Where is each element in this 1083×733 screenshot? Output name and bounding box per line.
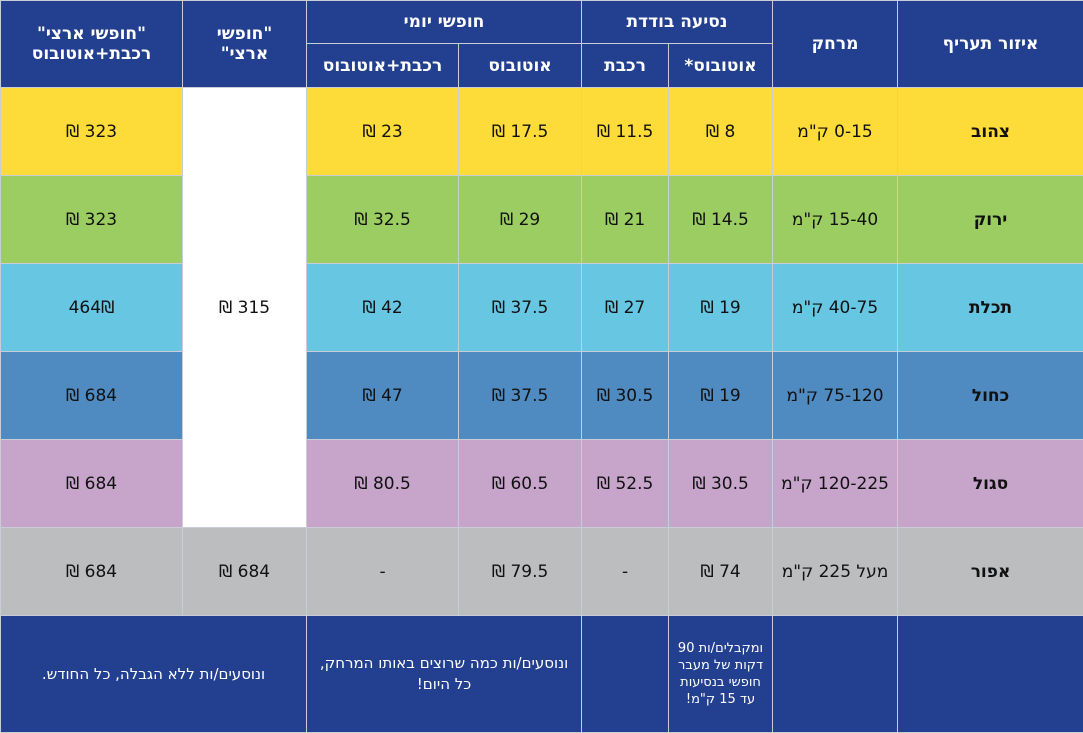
daily-bus-cell: 60.5 ₪ [459,440,582,528]
daily-train-bus-cell: 23 ₪ [307,88,459,176]
national-free-cell: 684 ₪ [183,528,307,616]
distance-cell: 15-40 ק"מ [773,176,898,264]
header-national-free-line1: "חופשי [189,24,300,44]
table-row: כחול 75-120 ק"מ 19 ₪ 30.5 ₪ 37.5 ₪ 47 ₪ … [1,352,1083,440]
zone-cell: צהוב [898,88,1083,176]
table-row: ירוק 15-40 ק"מ 14.5 ₪ 21 ₪ 29 ₪ 32.5 ₪ 3… [1,176,1083,264]
header-zone: איזור תעריף [898,1,1083,88]
daily-train-bus-cell: 42 ₪ [307,264,459,352]
single-train-cell: 21 ₪ [582,176,669,264]
daily-train-bus-cell: 80.5 ₪ [307,440,459,528]
zone-cell: תכלת [898,264,1083,352]
footer-empty-distance [773,616,898,733]
daily-train-bus-cell: - [307,528,459,616]
footer-empty-zone [898,616,1083,733]
footer-row: ומקבלים/ות 90 דקות של מעבר חופשי בנסיעות… [1,616,1083,733]
daily-bus-cell: 79.5 ₪ [459,528,582,616]
daily-bus-cell: 17.5 ₪ [459,88,582,176]
header-national-free: "חופשי ארצי" [183,1,307,88]
single-bus-cell: 30.5 ₪ [669,440,773,528]
daily-bus-cell: 37.5 ₪ [459,264,582,352]
single-train-cell: 27 ₪ [582,264,669,352]
daily-train-bus-cell: 47 ₪ [307,352,459,440]
national-train-bus-cell: 323 ₪ [1,88,183,176]
national-train-bus-cell: 464₪ [1,264,183,352]
table-row: אפור מעל 225 ק"מ 74 ₪ - 79.5 ₪ - 684 ₪ 6… [1,528,1083,616]
header-national-tb-line2: רכבת+אוטובוס [7,44,176,64]
national-train-bus-cell: 684 ₪ [1,528,183,616]
single-bus-cell: 8 ₪ [669,88,773,176]
distance-cell: 75-120 ק"מ [773,352,898,440]
table-row: תכלת 40-75 ק"מ 19 ₪ 27 ₪ 37.5 ₪ 42 ₪ 464… [1,264,1083,352]
zone-cell: ירוק [898,176,1083,264]
national-train-bus-cell: 323 ₪ [1,176,183,264]
header-single-train: רכבת [582,44,669,88]
header-national-tb-line1: "חופשי ארצי" [7,24,176,44]
single-bus-cell: 19 ₪ [669,264,773,352]
table-row: צהוב 0-15 ק"מ 8 ₪ 11.5 ₪ 17.5 ₪ 23 ₪ 315… [1,88,1083,176]
zone-cell: כחול [898,352,1083,440]
header-daily-train-bus: רכבת+אוטובוס [307,44,459,88]
footer-national-note: ונוסעים/ות ללא הגבלה, כל החודש. [1,616,307,733]
single-train-cell: - [582,528,669,616]
header-single: נסיעה בודדת [582,1,773,44]
header-national-free-line2: ארצי" [189,44,300,64]
footer-empty-single-train [582,616,669,733]
single-train-cell: 30.5 ₪ [582,352,669,440]
single-train-cell: 11.5 ₪ [582,88,669,176]
footer-daily-note: ונוסעים/ות כמה שרוצים באותו המרחק, כל הי… [307,616,582,733]
header-distance: מרחק [773,1,898,88]
distance-cell: 40-75 ק"מ [773,264,898,352]
single-bus-cell: 14.5 ₪ [669,176,773,264]
footer-single-bus-note: ומקבלים/ות 90 דקות של מעבר חופשי בנסיעות… [669,616,773,733]
daily-bus-cell: 29 ₪ [459,176,582,264]
header-single-bus: אוטובוס* [669,44,773,88]
header-daily: חופשי יומי [307,1,582,44]
national-train-bus-cell: 684 ₪ [1,352,183,440]
single-train-cell: 52.5 ₪ [582,440,669,528]
table-row: סגול 120-225 ק"מ 30.5 ₪ 52.5 ₪ 60.5 ₪ 80… [1,440,1083,528]
single-bus-cell: 19 ₪ [669,352,773,440]
header-daily-bus: אוטובוס [459,44,582,88]
zone-cell: אפור [898,528,1083,616]
daily-bus-cell: 37.5 ₪ [459,352,582,440]
national-train-bus-cell: 684 ₪ [1,440,183,528]
single-bus-cell: 74 ₪ [669,528,773,616]
distance-cell: 120-225 ק"מ [773,440,898,528]
national-free-merged-cell: 315 ₪ [183,88,307,528]
daily-train-bus-cell: 32.5 ₪ [307,176,459,264]
distance-cell: 0-15 ק"מ [773,88,898,176]
header-national-train-bus: "חופשי ארצי" רכבת+אוטובוס [1,1,183,88]
zone-cell: סגול [898,440,1083,528]
distance-cell: מעל 225 ק"מ [773,528,898,616]
